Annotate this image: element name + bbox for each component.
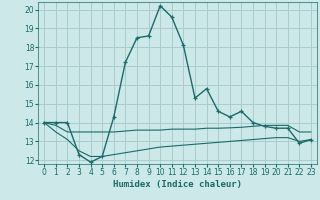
- X-axis label: Humidex (Indice chaleur): Humidex (Indice chaleur): [113, 180, 242, 189]
